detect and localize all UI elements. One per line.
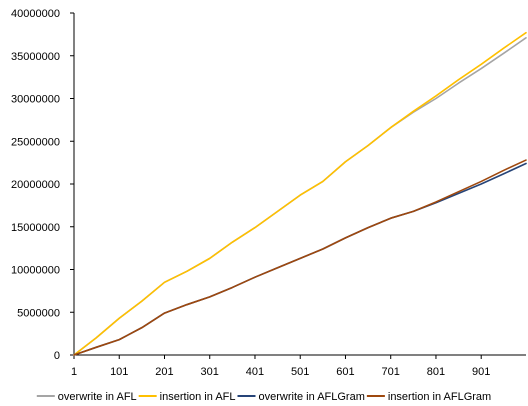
legend-label-3: overwrite in AFLGram: [259, 391, 365, 403]
series-line-1: [73, 36, 527, 356]
legend: overwrite in AFL insertion in AFL overwrit…: [36, 391, 491, 403]
x-tick-label: 601: [336, 366, 354, 378]
series-lines: [73, 31, 527, 356]
y-tick-label: 10000000: [11, 265, 60, 277]
axes: [70, 12, 526, 359]
x-tick-label: 501: [291, 366, 309, 378]
legend-label-4: insertion in AFLGram: [388, 391, 491, 403]
x-tick-label: 301: [201, 366, 219, 378]
y-tick-labels: 0 5000000 10000000 15000000 20000000 25000000…: [11, 8, 60, 362]
y-tick-label: 20000000: [11, 179, 60, 191]
series-line-4: [73, 159, 527, 356]
x-tick-label: 401: [246, 366, 264, 378]
y-tick-label: 0: [54, 350, 60, 362]
x-tick-label: 901: [472, 366, 490, 378]
legend-label-2: insertion in AFL: [160, 391, 236, 403]
series-line-2: [73, 31, 527, 356]
x-tick-labels: 1 101 201 301 401 501 601 701 801 901: [71, 366, 490, 378]
x-tick-label: 701: [382, 366, 400, 378]
y-tick-label: 40000000: [11, 8, 60, 20]
y-tick-label: 5000000: [17, 307, 60, 319]
y-tick-label: 15000000: [11, 222, 60, 234]
x-tick-label: 801: [427, 366, 445, 378]
x-tick-label: 101: [110, 366, 128, 378]
x-tick-label: 1: [71, 366, 77, 378]
legend-label-1: overwrite in AFL: [58, 391, 137, 403]
x-tick-label: 201: [155, 366, 173, 378]
y-tick-label: 35000000: [11, 51, 60, 63]
y-tick-label: 30000000: [11, 94, 60, 106]
y-tick-label: 25000000: [11, 136, 60, 148]
